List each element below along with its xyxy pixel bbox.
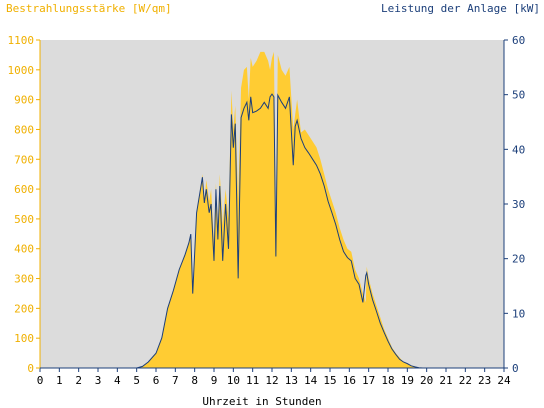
x-tick-label: 1 (56, 374, 63, 387)
x-tick-label: 22 (459, 374, 472, 387)
left-tick-label: 500 (14, 213, 34, 226)
right-axis-title: Leistung der Anlage [kW] (381, 2, 540, 15)
x-tick-label: 19 (401, 374, 414, 387)
x-tick-label: 11 (246, 374, 259, 387)
irradiance-area-layer (40, 51, 504, 369)
right-tick-label: 20 (512, 253, 525, 266)
x-tick-label: 4 (114, 374, 121, 387)
right-tick-label: 30 (512, 198, 525, 211)
left-tick-label: 1100 (8, 34, 35, 47)
left-tick-label: 400 (14, 243, 34, 256)
left-axis-title: Bestrahlungsstärke [W/qm] (6, 2, 172, 15)
x-tick-label: 5 (133, 374, 140, 387)
left-tick-label: 700 (14, 153, 34, 166)
x-tick-label: 21 (439, 374, 452, 387)
right-tick-label: 40 (512, 143, 525, 156)
irradiance-area (40, 51, 504, 369)
x-tick-label: 15 (323, 374, 336, 387)
x-tick-label: 20 (420, 374, 433, 387)
power-line (40, 93, 504, 369)
x-tick-label: 0 (37, 374, 44, 387)
x-tick-label: 16 (343, 374, 356, 387)
left-tick-label: 0 (27, 362, 34, 375)
left-tick-label: 800 (14, 123, 34, 136)
x-tick-label: 7 (172, 374, 179, 387)
x-tick-label: 17 (362, 374, 375, 387)
left-tick-label: 200 (14, 302, 34, 315)
right-tick-label: 50 (512, 89, 525, 102)
right-tick-label: 60 (512, 34, 525, 47)
x-tick-label: 2 (75, 374, 82, 387)
right-y-ticks: 0 10 20 30 40 50 60 (504, 34, 525, 375)
x-tick-label: 23 (478, 374, 491, 387)
x-ticks: 0 1 2 3 4 5 6 7 8 9 10 11 12 13 14 15 16 17 18 19 20 21 22 23 24 (37, 368, 511, 387)
left-tick-label: 300 (14, 273, 34, 286)
x-tick-label: 12 (265, 374, 278, 387)
x-tick-label: 8 (191, 374, 198, 387)
left-tick-label: 100 (14, 332, 34, 345)
x-tick-label: 6 (153, 374, 160, 387)
left-tick-label: 1000 (8, 64, 35, 77)
x-tick-label: 24 (497, 374, 511, 387)
right-tick-label: 10 (512, 307, 525, 320)
left-y-ticks: 0 100 200 300 400 500 600 700 800 900 1000 1100 (8, 34, 40, 375)
x-tick-label: 14 (304, 374, 318, 387)
x-tick-label: 18 (381, 374, 394, 387)
x-tick-label: 10 (227, 374, 240, 387)
left-tick-label: 900 (14, 94, 34, 107)
x-tick-label: 3 (95, 374, 102, 387)
power-line-layer (40, 93, 504, 369)
x-tick-label: 9 (211, 374, 218, 387)
left-tick-label: 600 (14, 183, 34, 196)
right-tick-label: 0 (512, 362, 519, 375)
x-axis-label: Uhrzeit in Stunden (202, 395, 321, 408)
x-tick-label: 13 (285, 374, 298, 387)
